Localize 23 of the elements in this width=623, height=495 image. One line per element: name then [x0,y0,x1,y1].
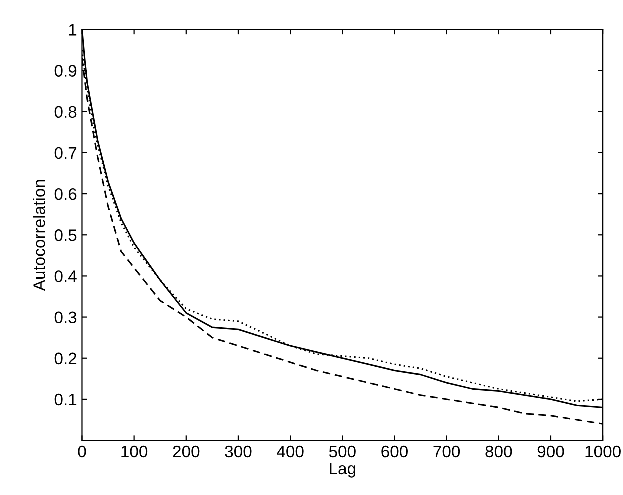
x-tick-label: 1000 [586,446,621,458]
x-tick-label: 300 [225,446,252,458]
y-axis-title: Autocorrelation [33,180,46,292]
y-tick-label: 1 [69,24,77,36]
x-axis-title: Lag [330,462,356,478]
y-tick-label: 0.8 [54,106,77,118]
y-tick-label: 0.1 [54,394,77,406]
y-tick-label: 0.7 [54,147,77,160]
y-tick-label: 0.5 [54,230,77,242]
x-tick-label: 800 [486,446,512,458]
y-tick-label: 0.9 [54,65,77,77]
y-tick-label: 0.6 [54,188,77,200]
x-tick-label: 900 [538,446,564,458]
x-tick-label: 0 [78,446,86,458]
x-tick-label: 400 [277,446,304,458]
x-tick-label: 200 [173,446,200,458]
y-tick-label: 0.3 [54,312,77,324]
x-tick-label: 700 [434,446,460,458]
x-tick-label: 600 [382,446,408,458]
x-tick-label: 500 [329,446,356,458]
y-tick-label: 0.4 [54,270,77,282]
x-tick-label: 100 [122,446,148,458]
y-tick-label: 0.2 [54,352,77,365]
